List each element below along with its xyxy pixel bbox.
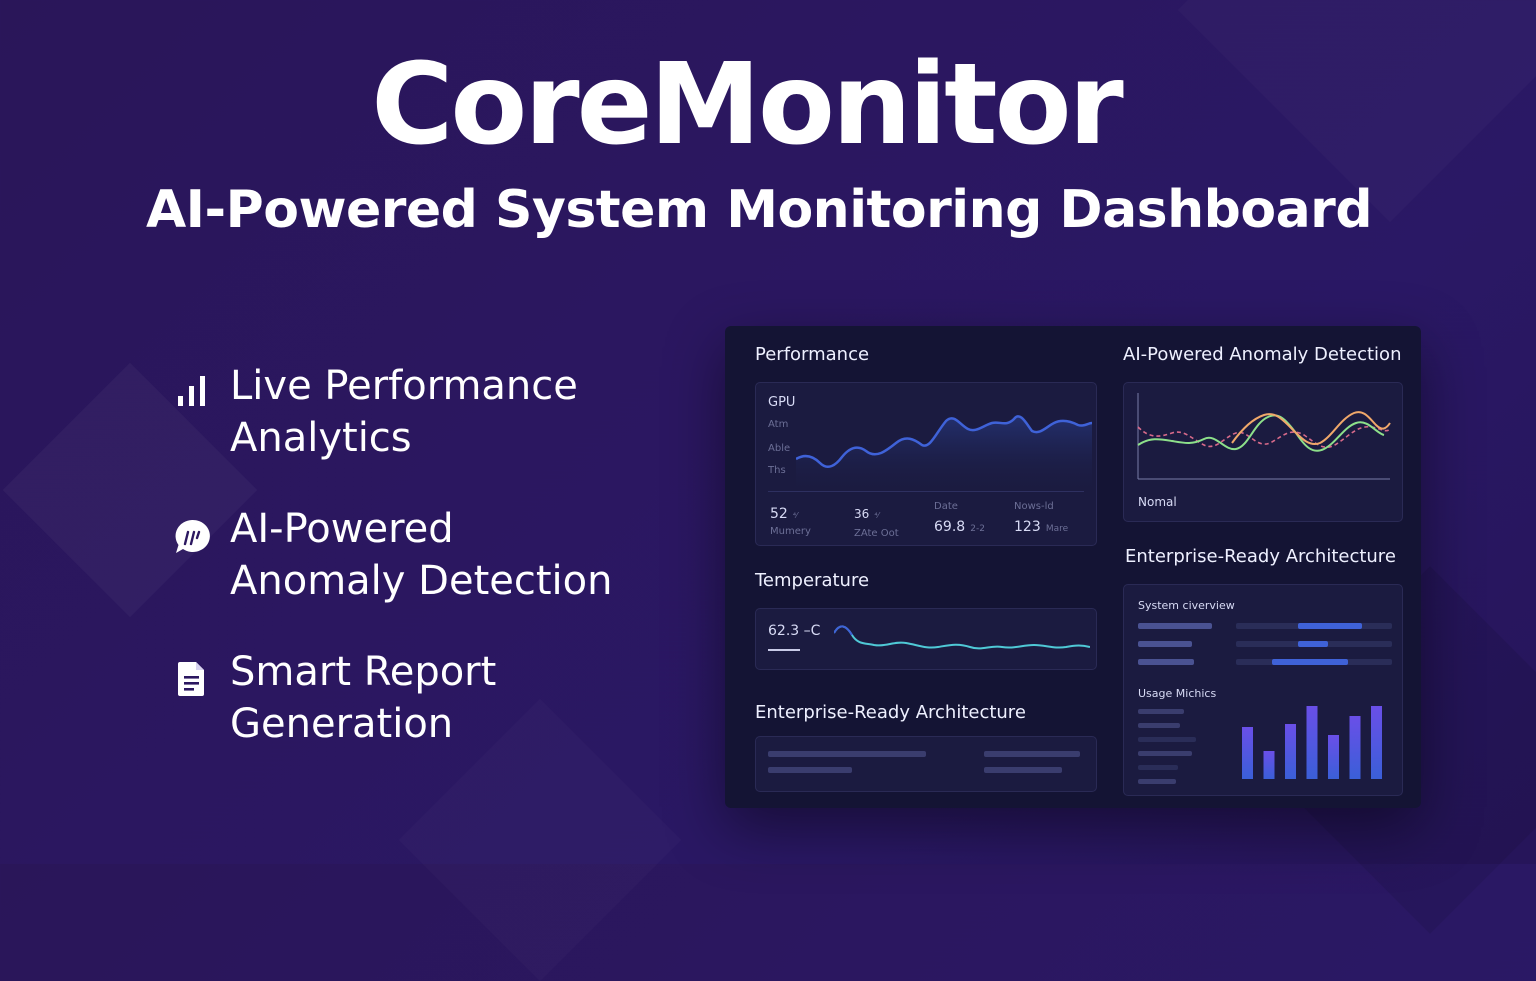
stat-suffix: 2-2 <box>970 524 985 534</box>
y-axis-label: Ths <box>768 465 786 476</box>
usage-bar <box>1306 706 1318 779</box>
anomaly-line-chart <box>1137 393 1391 480</box>
document-icon <box>178 662 204 696</box>
divider <box>768 491 1084 492</box>
anomaly-status: Nomal <box>1138 495 1177 509</box>
enterprise-left-title: Enterprise-Ready Architecture <box>755 702 1026 723</box>
stat-suffix: Mare <box>1045 524 1069 534</box>
stat-nows: Nows-ld 123 Mare <box>1014 501 1068 535</box>
enterprise-left-panel <box>755 736 1097 792</box>
gpu-area <box>796 416 1092 495</box>
legend-bar <box>1138 751 1192 756</box>
temperature-line <box>834 625 1090 650</box>
anomaly-panel: Nomal <box>1123 382 1403 522</box>
temperature-panel: 62.3 –C <box>755 608 1097 670</box>
feature-label-line2: Analytics <box>230 415 412 461</box>
stat-zate: 36 ⁴⁄ ZAte Oot <box>854 503 899 539</box>
feature-item: AI-Powered Anomaly Detection <box>172 503 692 646</box>
overview-row-fill <box>1298 623 1362 629</box>
stat-suffix: ⁴⁄ <box>792 511 798 520</box>
overview-row-label-bar <box>1138 641 1192 647</box>
placeholder-bar <box>768 767 852 773</box>
stat-value: 69.8 <box>934 519 966 535</box>
temperature-title: Temperature <box>755 570 870 591</box>
performance-title: Performance <box>755 344 870 365</box>
feature-item: Live Performance Analytics <box>172 360 692 503</box>
legend-bar <box>1138 709 1184 714</box>
overview-row-fill <box>1298 641 1328 647</box>
feature-label-line1: Smart Report <box>230 649 497 695</box>
usage-bar-chart <box>1242 706 1382 779</box>
feature-label-line1: Live Performance <box>230 363 578 409</box>
stat-suffix: ⁴⁄ <box>874 511 879 520</box>
temperature-value: 62.3 –C <box>768 623 821 639</box>
stat-value: 123 <box>1014 519 1041 535</box>
signal-bars-icon <box>178 376 205 406</box>
usage-bar <box>1371 706 1382 779</box>
overview-row-label-bar <box>1138 623 1212 629</box>
hero-subtitle: AI-Powered System Monitoring Dashboard <box>145 180 1373 240</box>
y-axis-label: Able <box>768 443 791 454</box>
overview-row-label-bar <box>1138 659 1194 665</box>
usage-bar <box>1349 716 1361 779</box>
usage-bar <box>1242 727 1253 779</box>
feature-list: Live Performance Analytics AI-Powered An… <box>172 360 692 789</box>
feature-label: Smart Report Generation <box>230 646 690 750</box>
enterprise-right-panel: System civerview Usage Michics <box>1123 584 1403 796</box>
system-overview-label: System civerview <box>1138 599 1235 612</box>
enterprise-right-title: Enterprise-Ready Architecture <box>1125 546 1396 567</box>
gpu-line <box>796 415 1092 468</box>
usage-bar <box>1285 724 1296 779</box>
legend-bar <box>1138 723 1180 728</box>
anomaly-title: AI-Powered Anomaly Detection <box>1123 344 1402 365</box>
placeholder-bar <box>768 751 926 757</box>
temperature-line-start <box>834 625 853 636</box>
stat-caption: ZAte Oot <box>854 528 899 539</box>
feature-label: AI-Powered Anomaly Detection <box>230 503 690 607</box>
placeholder-bar <box>984 751 1080 757</box>
feature-label-line1: AI-Powered <box>230 506 454 552</box>
legend-bar <box>1138 779 1176 784</box>
legend-bar <box>1138 765 1178 770</box>
stat-value: 36 <box>854 507 870 521</box>
anomaly-normal-line <box>1137 414 1385 452</box>
stat-value: 52 <box>770 506 788 522</box>
gpu-label: GPU <box>768 395 796 410</box>
stat-caption: Nows-ld <box>1014 501 1054 512</box>
stat-caption: Mumery <box>770 526 811 537</box>
dashboard-preview: Performance GPU Atm Able Ths 52 ⁴⁄ Mumer… <box>725 326 1421 808</box>
anomaly-baseline-line <box>1137 425 1391 448</box>
feature-item: Smart Report Generation <box>172 646 692 789</box>
usage-bar <box>1263 751 1275 779</box>
stat-memory: 52 ⁴⁄ Mumery <box>770 503 811 537</box>
usage-metrics-label: Usage Michics <box>1138 687 1217 700</box>
ai-chat-icon <box>175 519 210 553</box>
y-axis-label: Atm <box>768 419 789 430</box>
feature-label-line2: Generation <box>230 701 454 747</box>
anomaly-peak-line <box>1231 411 1391 445</box>
legend-bar <box>1138 737 1196 742</box>
usage-bar <box>1328 735 1339 779</box>
temperature-underline <box>768 649 800 651</box>
feature-label-line2: Anomaly Detection <box>230 558 613 604</box>
temperature-line-chart <box>834 625 1090 650</box>
performance-panel: GPU Atm Able Ths 52 ⁴⁄ Mumery 36 ⁴⁄ ZAte… <box>755 382 1097 546</box>
overview-row-fill <box>1272 659 1348 665</box>
stat-date: Date 69.8 2-2 <box>934 501 985 535</box>
feature-label: Live Performance Analytics <box>230 360 690 464</box>
gpu-line-chart <box>796 415 1092 495</box>
hero-title: CoreMonitor <box>371 40 1124 170</box>
placeholder-bar <box>984 767 1062 773</box>
stat-caption: Date <box>934 501 958 512</box>
